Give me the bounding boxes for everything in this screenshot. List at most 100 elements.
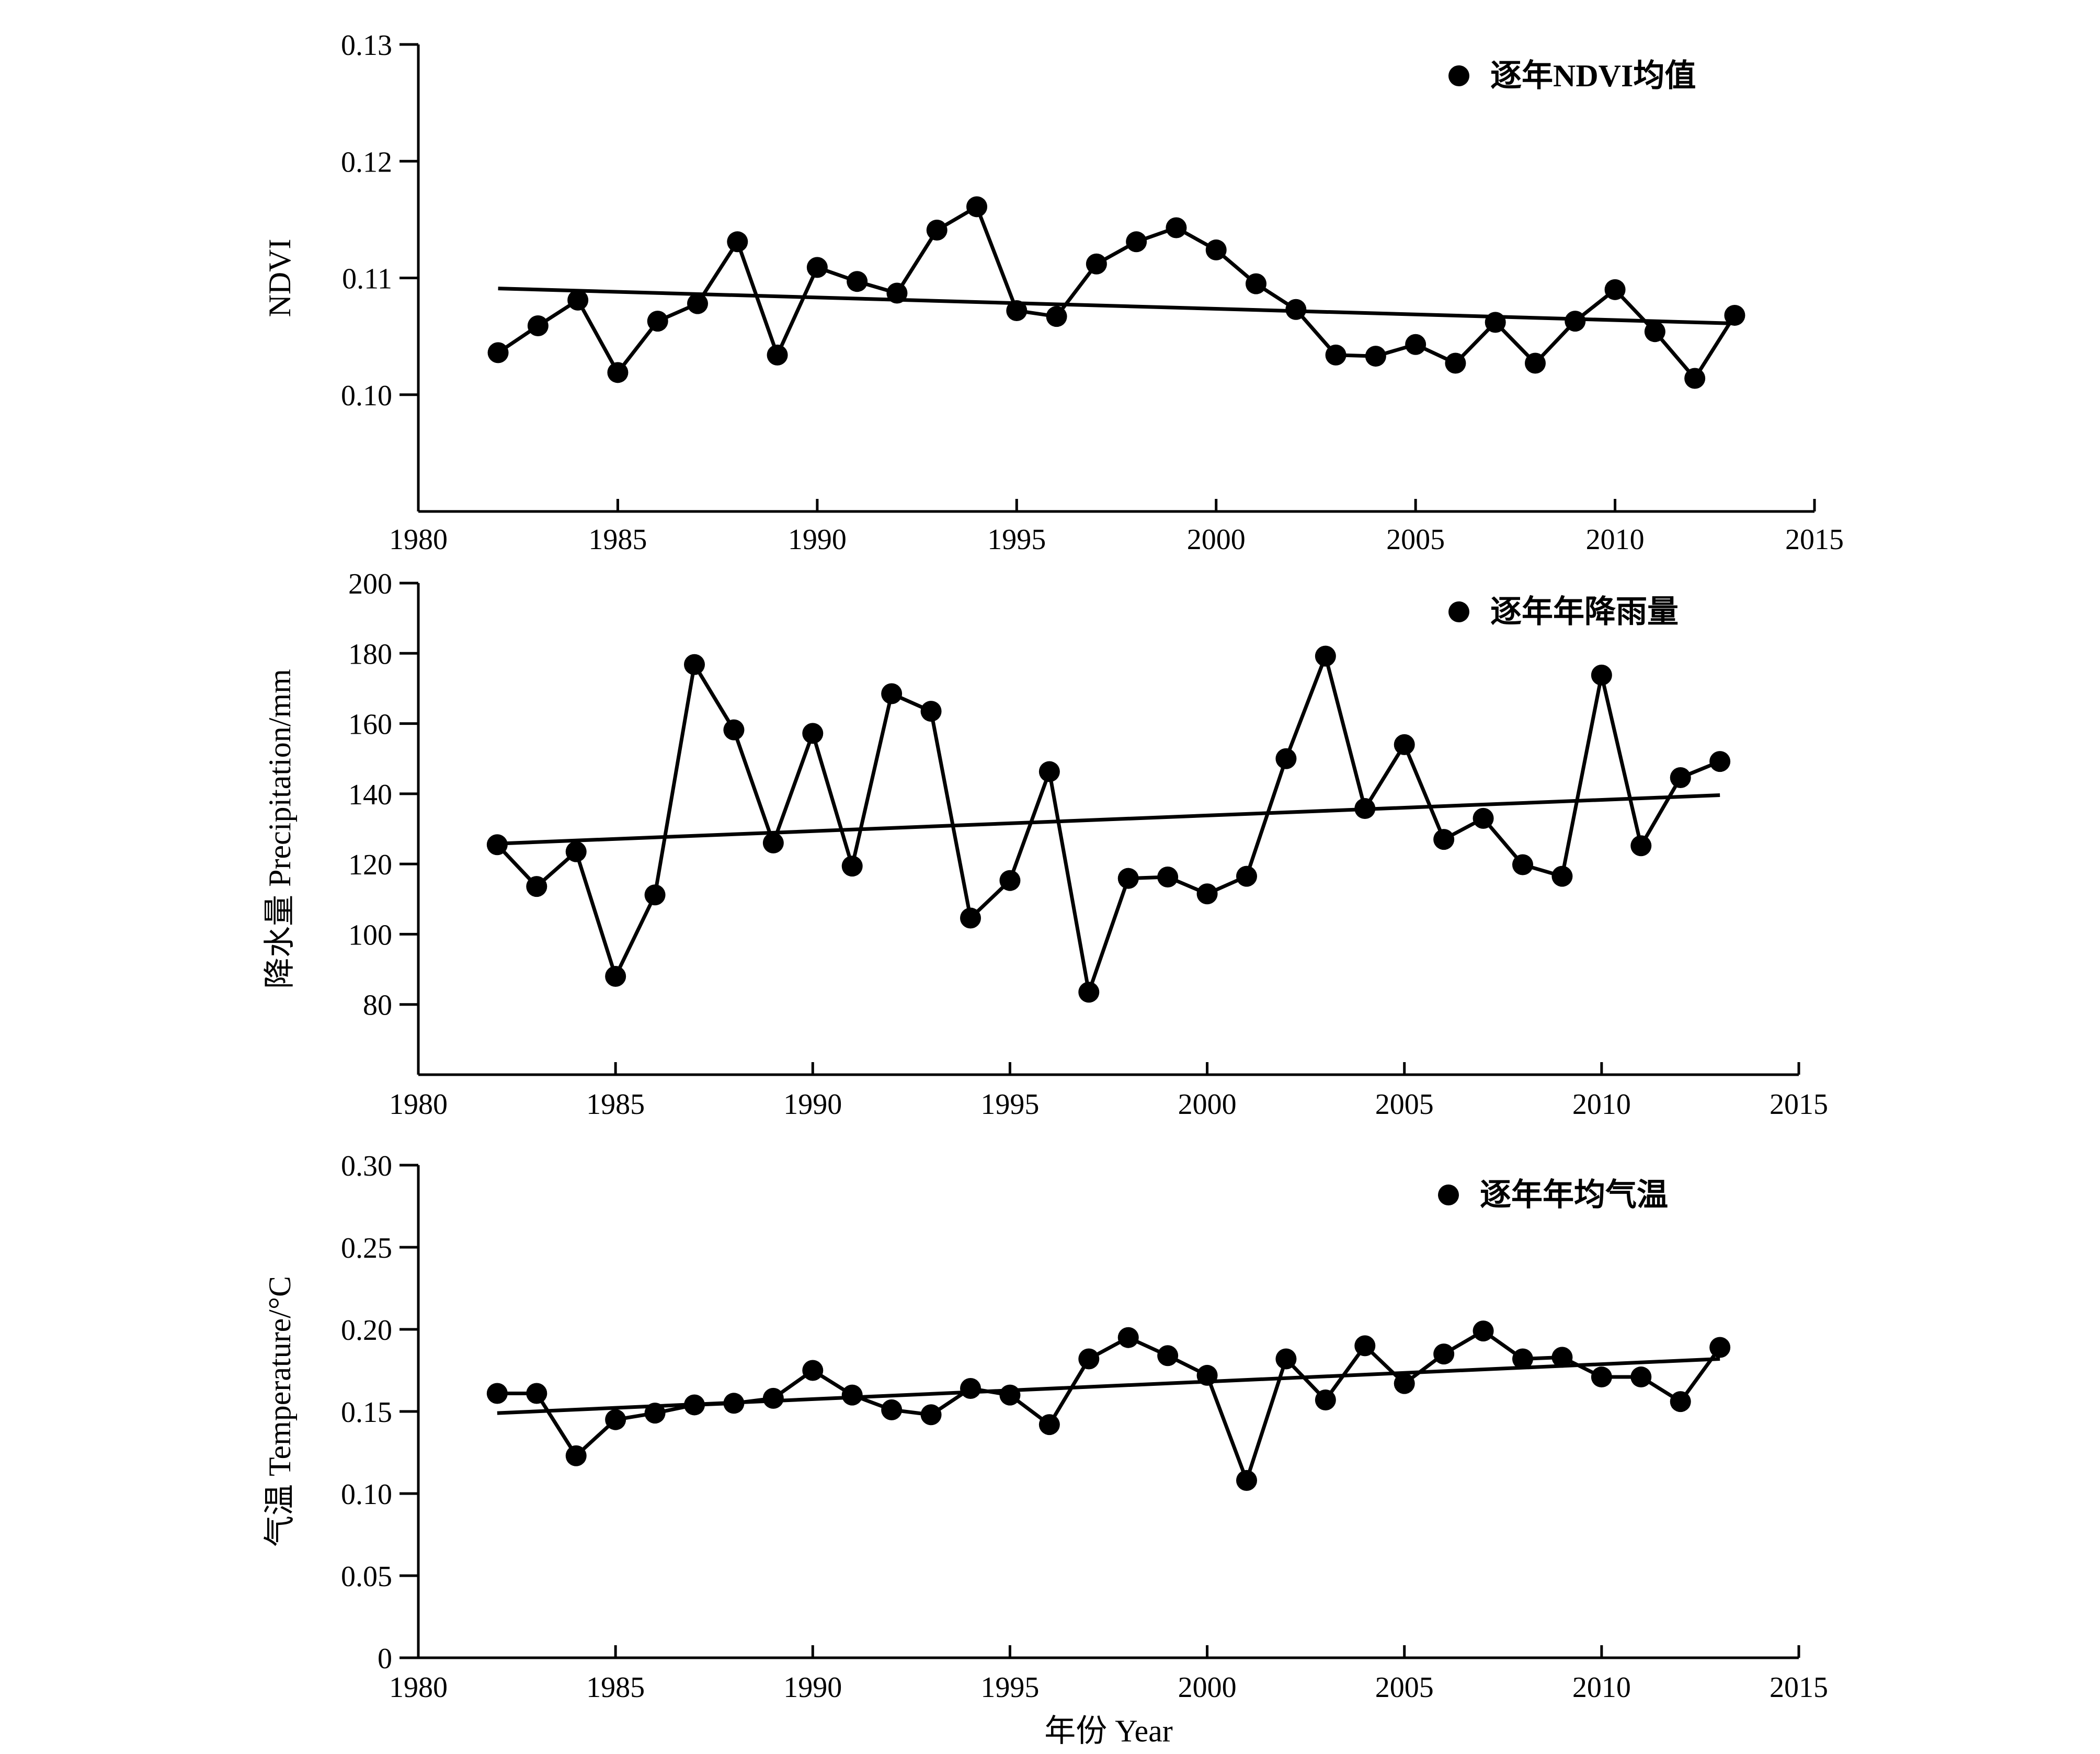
data-point (1433, 829, 1455, 850)
data-point (1724, 304, 1745, 326)
data-point (1684, 368, 1706, 389)
data-point (723, 1393, 745, 1414)
data-point (1512, 854, 1533, 875)
data-point (647, 311, 668, 332)
data-point (1433, 1343, 1455, 1365)
x-axis-title: 年份 Year (1044, 1714, 1173, 1748)
data-point (527, 315, 549, 337)
x-tick-label: 2015 (1770, 1671, 1828, 1704)
data-point (1086, 253, 1107, 275)
data-point (847, 271, 868, 292)
x-tick-label: 1985 (586, 1088, 645, 1121)
data-point (806, 257, 828, 278)
data-point (881, 1399, 903, 1420)
data-point (1038, 1414, 1060, 1436)
data-point (684, 654, 705, 675)
data-point (1315, 1389, 1336, 1411)
x-tick-label: 2000 (1178, 1088, 1237, 1121)
data-point (727, 231, 748, 253)
y-tick-label: 120 (348, 849, 392, 881)
data-point (802, 723, 824, 744)
data-point (841, 856, 863, 877)
x-tick-label: 1985 (588, 523, 647, 556)
x-tick-label: 1980 (389, 1088, 448, 1121)
data-point (1525, 352, 1546, 374)
x-tick-label: 2010 (1572, 1088, 1631, 1121)
data-point (1315, 645, 1336, 667)
data-point (1126, 231, 1147, 253)
data-point (1630, 835, 1652, 857)
data-point (1670, 767, 1691, 788)
data-point (1354, 1335, 1376, 1357)
y-tick-label: 80 (363, 989, 392, 1022)
data-point (486, 834, 508, 856)
x-tick-label: 1995 (980, 1088, 1039, 1121)
data-point (1246, 273, 1266, 294)
data-point (605, 1409, 626, 1430)
data-point (526, 1383, 547, 1404)
y-tick-label: 0 (378, 1643, 392, 1675)
data-point (960, 1378, 981, 1399)
data-point (767, 344, 788, 366)
data-point (684, 1394, 705, 1416)
data-point (762, 832, 784, 853)
data-point (644, 1403, 666, 1424)
y-tick-label: 200 (348, 568, 392, 600)
y-axis-title: 降水量 Precipitation/mm (262, 669, 297, 989)
data-point (1275, 1348, 1297, 1370)
data-point (762, 1387, 784, 1409)
legend-marker (1438, 1184, 1459, 1205)
trend-line (498, 287, 1735, 326)
legend-marker (1448, 601, 1469, 622)
data-point (486, 1383, 508, 1404)
x-tick-label: 2000 (1187, 523, 1246, 556)
ndvi-panel: 1980 1985 1990 1995 2000 2005 2010 2015 0.10 0.11… (262, 29, 1844, 556)
data-point (841, 1384, 863, 1406)
data-point (1325, 344, 1346, 366)
data-point (1166, 217, 1187, 238)
legend-marker (1448, 65, 1469, 86)
data-point (526, 876, 547, 897)
x-tick-label: 2000 (1178, 1671, 1237, 1704)
data-point (1405, 334, 1426, 355)
data-point (999, 1384, 1021, 1406)
x-tick-label: 2005 (1375, 1088, 1434, 1121)
data-point (881, 683, 903, 704)
data-point (1236, 865, 1257, 887)
data-point (926, 219, 948, 241)
data-point (1275, 748, 1297, 769)
data-point (1006, 300, 1028, 322)
data-point (1117, 868, 1139, 889)
precipitation-panel: 1980 1985 1990 1995 2000 2005 2010 2015 80 100 120… (262, 568, 1828, 1121)
data-point (1046, 306, 1067, 327)
y-tick-label: 0.12 (341, 146, 392, 178)
y-axis-title: NDVI (262, 239, 297, 317)
data-point (607, 362, 629, 383)
data-point (1205, 239, 1227, 260)
data-point (1551, 1347, 1573, 1368)
y-axis-title: 气温 Temperature/°C (262, 1276, 297, 1547)
x-tick-label: 1995 (987, 523, 1046, 556)
y-tick-label: 0.05 (341, 1561, 392, 1593)
x-tick-label: 1990 (783, 1671, 842, 1704)
data-point (687, 293, 708, 314)
data-point (644, 884, 666, 906)
x-tick-label: 1995 (980, 1671, 1039, 1704)
data-point (1604, 279, 1626, 300)
legend-label: 逐年NDVI均值 (1490, 59, 1696, 93)
data-point (802, 1360, 824, 1381)
data-point (1078, 982, 1100, 1003)
data-point (1551, 865, 1573, 887)
x-tick-label: 1985 (586, 1671, 645, 1704)
data-point (886, 282, 908, 304)
data-point (1709, 751, 1731, 772)
data-point (1157, 1345, 1179, 1366)
y-tick-label: 0.10 (341, 1478, 392, 1511)
data-point (1236, 1470, 1257, 1491)
data-point (565, 1445, 587, 1466)
x-tick-label: 2010 (1572, 1671, 1631, 1704)
data-point (920, 1404, 942, 1426)
y-tick-label: 180 (348, 638, 392, 670)
data-point (1078, 1348, 1100, 1370)
x-tick-label: 1990 (788, 523, 847, 556)
